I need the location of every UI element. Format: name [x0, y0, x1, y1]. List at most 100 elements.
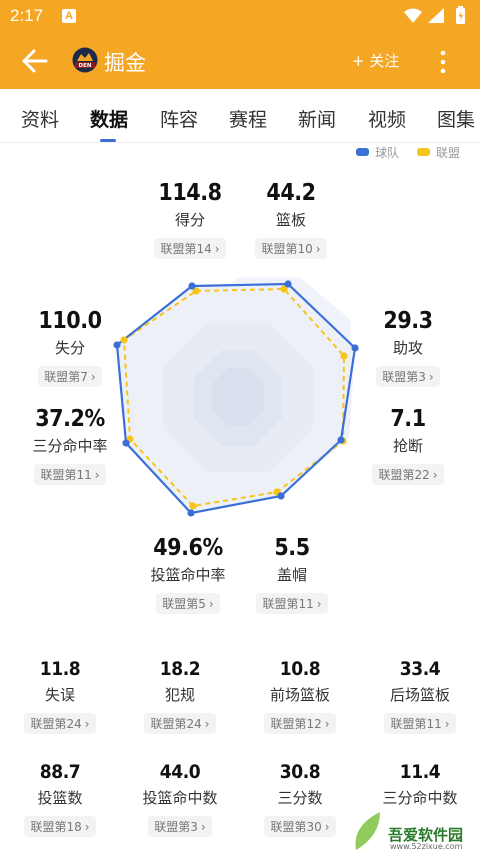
chevron-right-icon: › — [432, 468, 438, 482]
wifi-icon — [404, 8, 422, 23]
rank-text: 联盟第30 — [270, 820, 322, 834]
chevron-right-icon: › — [94, 468, 100, 482]
stat-value: 88.7 — [39, 761, 81, 783]
stat-value: 7.1 — [390, 406, 426, 432]
stat-label: 篮板 — [275, 211, 306, 229]
stat-label: 后场篮板 — [389, 686, 450, 704]
tab-schedule[interactable]: 赛程 — [229, 109, 268, 131]
tab-gallery[interactable]: 图集 — [437, 109, 476, 131]
stat-value: 44.0 — [159, 761, 201, 783]
stat-fouls: 18.2 犯规 联盟第24 › — [139, 658, 221, 734]
status-time: 2:17 — [10, 6, 44, 25]
leaf-icon — [355, 812, 380, 850]
rank-text: 联盟第12 — [270, 717, 322, 731]
rank-chip[interactable]: 联盟第24 › — [24, 713, 96, 734]
stat-label: 三分命中数 — [382, 789, 458, 807]
chevron-right-icon: › — [208, 597, 214, 611]
rank-chip[interactable]: 联盟第7 › — [38, 366, 102, 387]
rank-text: 联盟第5 — [162, 597, 206, 611]
rank-text: 联盟第22 — [378, 468, 430, 482]
rank-text: 联盟第3 — [154, 820, 198, 834]
legend-item-team: 球队 — [356, 144, 399, 161]
radar-bg — [117, 283, 355, 511]
stat-three-pct: 37.2% 三分命中率 联盟第11 › — [22, 406, 118, 485]
follow-button[interactable]: + 关注 — [352, 52, 400, 70]
rank-chip[interactable]: 联盟第3 › — [376, 366, 440, 387]
rank-chip[interactable]: 联盟第14 › — [154, 238, 226, 259]
stat-value: 18.2 — [159, 658, 201, 680]
chevron-right-icon: › — [428, 370, 434, 384]
rank-chip[interactable]: 联盟第24 › — [144, 713, 216, 734]
rank-chip[interactable]: 联盟第5 › — [156, 593, 220, 614]
tab-roster[interactable]: 阵容 — [160, 109, 199, 131]
back-arrow-icon[interactable] — [20, 47, 50, 75]
chevron-right-icon: › — [84, 717, 90, 731]
chevron-right-icon: › — [324, 820, 330, 834]
rank-chip[interactable]: 联盟第11 › — [384, 713, 456, 734]
stat-label: 失误 — [44, 686, 75, 704]
rank-chip[interactable]: 联盟第12 › — [264, 713, 336, 734]
tab-indicator — [100, 139, 116, 142]
rank-text: 联盟第3 — [382, 370, 426, 384]
tab-videos[interactable]: 视频 — [368, 109, 407, 131]
stat-value: 49.6% — [153, 535, 223, 561]
stat-steals: 7.1 抢断 联盟第22 › — [370, 406, 446, 485]
stat-value: 33.4 — [399, 658, 441, 680]
signal-icon — [428, 8, 444, 23]
stat-value: 10.8 — [279, 658, 321, 680]
stat-value: 44.2 — [266, 180, 316, 206]
rank-text: 联盟第24 — [150, 717, 202, 731]
stat-value: 11.8 — [39, 658, 81, 680]
status-bar: 2:17 A — [0, 0, 480, 33]
rank-text: 联盟第7 — [44, 370, 88, 384]
stat-turnovers: 11.8 失误 联盟第24 › — [19, 658, 101, 734]
stat-def-rebounds: 33.4 后场篮板 联盟第11 › — [379, 658, 461, 734]
stat-points: 114.8 得分 联盟第14 › — [152, 180, 228, 259]
watermark: 吾爱软件园 www.52zixue.com — [350, 806, 480, 855]
stat-blocks: 5.5 盖帽 联盟第11 › — [252, 535, 332, 614]
tab-stats[interactable]: 数据 — [90, 109, 129, 131]
status-icons — [402, 6, 472, 30]
rank-text: 联盟第11 — [262, 597, 314, 611]
series-league-points — [120, 285, 348, 510]
series-league-line — [122, 287, 346, 508]
rank-chip[interactable]: 联盟第30 › — [264, 816, 336, 837]
rank-chip[interactable]: 联盟第22 › — [372, 464, 444, 485]
notification-icon: A — [62, 9, 76, 23]
app-bar: DEN 掘金 + 关注 — [0, 33, 480, 89]
chevron-right-icon: › — [204, 717, 210, 731]
rank-chip[interactable]: 联盟第11 › — [34, 464, 106, 485]
chevron-right-icon: › — [84, 820, 90, 834]
stat-value: 29.3 — [383, 308, 433, 334]
stat-label: 失分 — [54, 339, 85, 357]
rank-text: 联盟第24 — [30, 717, 82, 731]
stat-assists: 29.3 助攻 联盟第3 › — [370, 308, 446, 387]
rank-chip[interactable]: 联盟第10 › — [255, 238, 327, 259]
legend-label-team: 球队 — [375, 146, 400, 160]
stat-label: 抢断 — [392, 437, 423, 455]
stat-value: 37.2% — [35, 406, 105, 432]
chevron-right-icon: › — [214, 242, 220, 256]
stat-value: 11.4 — [399, 761, 441, 783]
series-team-line — [115, 282, 357, 515]
rank-chip[interactable]: 联盟第11 › — [256, 593, 328, 614]
more-vertical-icon[interactable] — [436, 47, 450, 77]
tab-news[interactable]: 新闻 — [298, 109, 337, 131]
tab-profile[interactable]: 资料 — [21, 109, 60, 131]
chevron-right-icon: › — [315, 242, 321, 256]
stat-value: 110.0 — [38, 308, 102, 334]
rank-chip[interactable]: 联盟第18 › — [24, 816, 96, 837]
stat-rebounds: 44.2 篮板 联盟第10 › — [253, 180, 329, 259]
rank-chip[interactable]: 联盟第3 › — [148, 816, 212, 837]
rank-text: 联盟第11 — [390, 717, 442, 731]
stat-label: 投篮命中数 — [142, 789, 218, 807]
rank-text: 联盟第14 — [160, 242, 212, 256]
chevron-right-icon: › — [324, 717, 330, 731]
stat-3pm: 11.4 三分命中数 — [372, 761, 468, 808]
stat-label: 助攻 — [392, 339, 423, 357]
stat-fga: 88.7 投篮数 联盟第18 › — [19, 761, 101, 837]
stat-value: 30.8 — [279, 761, 321, 783]
radar-ring-mid — [163, 323, 313, 472]
rank-text: 联盟第18 — [30, 820, 82, 834]
stat-fg-pct: 49.6% 投篮命中率 联盟第5 › — [138, 535, 238, 614]
